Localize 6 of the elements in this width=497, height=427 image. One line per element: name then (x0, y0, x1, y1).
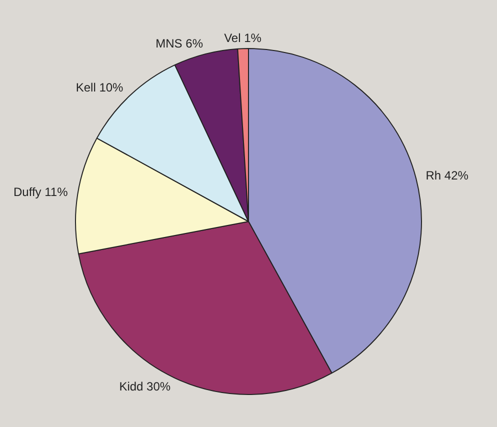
slice-label: Kidd 30% (119, 379, 171, 394)
slice-label: Vel 1% (224, 30, 262, 45)
slice-label: Kell 10% (76, 80, 124, 94)
slice-label: Duffy 11% (13, 185, 68, 200)
slice-label: Rh 42% (426, 168, 469, 182)
slice-label: MNS 6% (156, 36, 204, 51)
